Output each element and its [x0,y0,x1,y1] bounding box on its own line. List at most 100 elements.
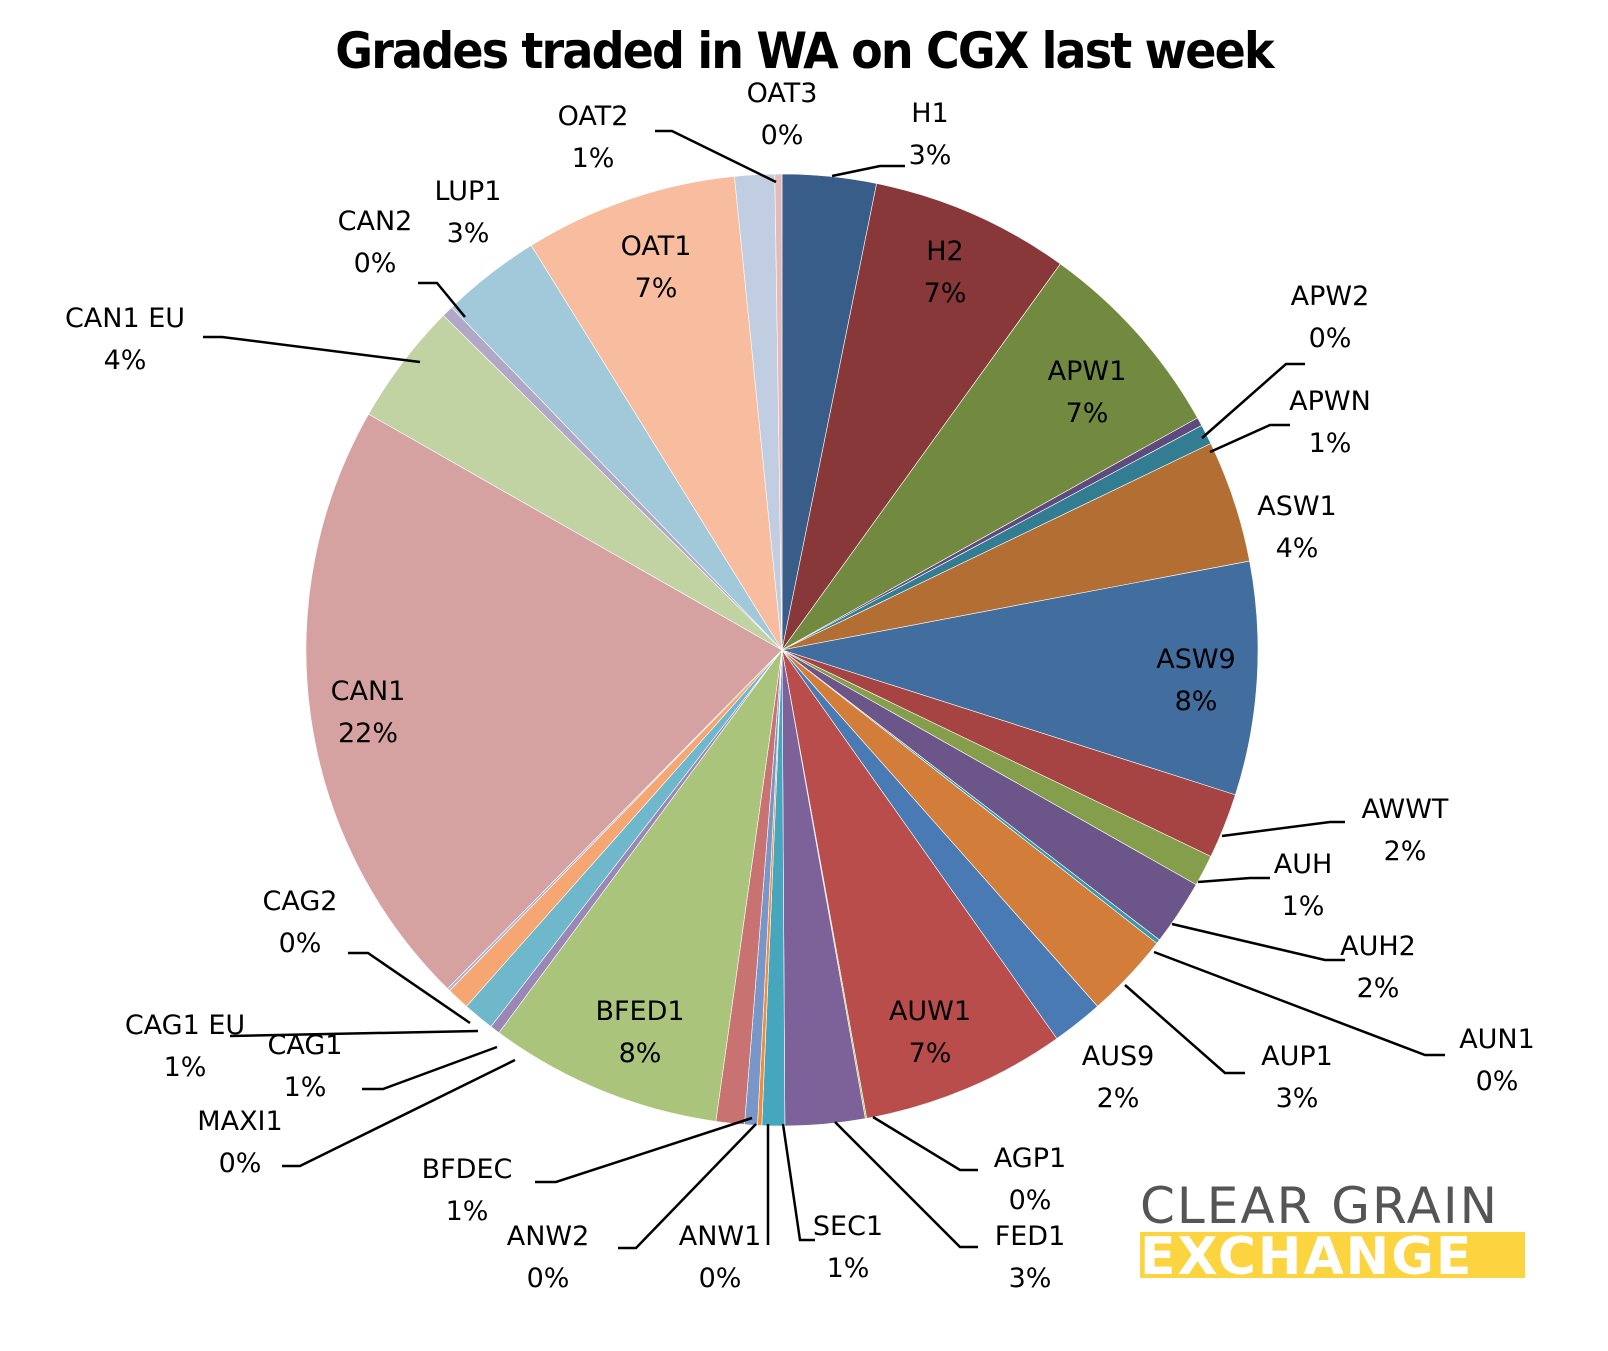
slice-percentage: 0% [527,1263,570,1294]
slice-percentage: 2% [1357,973,1400,1004]
pie-slice-asw9 [781,560,1259,796]
slice-percentage: 4% [104,345,147,376]
pie-slice-h2 [781,183,1061,651]
leader-line [348,951,471,1025]
clear-grain-exchange-logo: CLEAR GRAIN EXCHANGE [1140,1180,1530,1278]
slice-label: AGP1 [994,1143,1066,1174]
slice-percentage: 22% [338,718,398,749]
leader-line [834,1121,978,1249]
leader-line [362,1045,498,1091]
slice-label: OAT1 [621,231,692,262]
slice-percentage: 3% [1276,1083,1319,1114]
slice-percentage: 1% [1282,891,1325,922]
logo-line-1: CLEAR GRAIN [1140,1177,1500,1235]
leader-line [1209,423,1290,454]
slice-percentage: 0% [1309,323,1352,354]
leader-lines [203,129,1445,1250]
slice-percentage: 7% [635,273,678,304]
pie-slice-oat1 [530,176,783,651]
slice-percentage: 0% [1476,1066,1519,1097]
slice-percentage: 1% [446,1196,489,1227]
slice-percentage: 1% [284,1072,327,1103]
slice-label: CAG1 [268,1030,343,1061]
slice-percentage: 3% [447,218,490,249]
slice-label: APW2 [1291,281,1370,312]
slice-percentage: 3% [909,140,952,171]
slice-label: AUH [1274,849,1333,880]
slice-percentage: 7% [924,278,967,309]
logo-line-2: EXCHANGE [1140,1232,1525,1278]
leader-line [618,1123,757,1250]
slice-label: AUP1 [1261,1041,1333,1072]
slice-percentage: 4% [1276,533,1319,564]
pie-slice-apw1 [781,263,1198,651]
slice-label: ASW1 [1257,491,1336,522]
slice-label: CAN1 [331,676,406,707]
leader-line [1153,950,1445,1057]
slice-label: APWN [1289,386,1371,417]
slice-percentage: 1% [572,143,615,174]
leader-line [1221,820,1345,838]
slice-label: H1 [911,98,948,129]
slice-percentage: 7% [909,1038,952,1069]
slice-label: OAT3 [747,78,818,109]
leader-line [1171,922,1345,962]
leader-line [781,1123,815,1242]
leader-line [229,1029,479,1038]
slice-label: OAT2 [558,101,629,132]
slice-label: CAG2 [263,886,338,917]
pie-slice-oat3 [774,173,783,651]
slice-percentage: 2% [1384,836,1427,867]
pie-slice-can1 [305,413,783,990]
slice-percentage: 2% [1097,1083,1140,1114]
slice-label: AUH2 [1340,931,1416,962]
slice-label: MAXI1 [197,1106,282,1137]
slice-label: BFED1 [595,996,684,1027]
slice-percentage: 1% [164,1052,207,1083]
slice-percentage: 0% [761,120,804,151]
slice-percentage: 0% [279,928,322,959]
slice-label: FED1 [995,1221,1066,1252]
slice-label: BFDEC [422,1154,513,1185]
slice-percentage: 0% [1009,1185,1052,1216]
slice-percentage: 0% [219,1148,262,1179]
slice-label: AUN1 [1459,1024,1535,1055]
slice-percentage: 0% [699,1263,742,1294]
pie-slice-auw1 [781,649,1058,1119]
slice-label: CAN1 EU [65,303,185,334]
pie-slice-bfed1 [498,649,783,1122]
slice-label: ANW1 [679,1221,762,1252]
slice-label: ANW2 [507,1221,590,1252]
slice-percentage: 0% [354,248,397,279]
slice-label: CAG1 EU [125,1010,245,1041]
leader-line [1201,362,1305,439]
leader-line [418,281,466,318]
chart-title: Grades traded in WA on CGX last week [335,22,1274,80]
slice-label: SEC1 [813,1211,883,1242]
leader-line [282,1058,516,1168]
slice-label: AUS9 [1082,1041,1155,1072]
slice-percentage: 3% [1009,1263,1052,1294]
slice-label: LUP1 [435,176,502,207]
leader-line [1124,984,1245,1075]
data-labels: H1 3% H2 7% APW1 7% APW2 0% APWN 1% ASW1 4% ASW9 8% AW… [65,78,1535,1294]
slice-percentage: 7% [1066,398,1109,429]
leader-line [831,164,905,178]
leader-line [655,129,777,184]
leader-line [203,335,421,364]
slice-label: AUW1 [889,996,971,1027]
slice-label: H2 [926,236,963,267]
slice-label: ASW9 [1156,644,1235,675]
slice-label: AWWT [1362,794,1449,825]
leader-line [1197,876,1270,884]
leader-line [872,1115,978,1172]
slice-label: APW1 [1048,356,1127,387]
slice-percentage: 1% [1309,428,1352,459]
slice-percentage: 8% [619,1038,662,1069]
slice-percentage: 8% [1175,686,1218,717]
pie-slices [305,173,1259,1127]
leader-line [535,1116,753,1184]
slice-label: CAN2 [338,206,413,237]
slice-percentage: 1% [827,1253,870,1284]
